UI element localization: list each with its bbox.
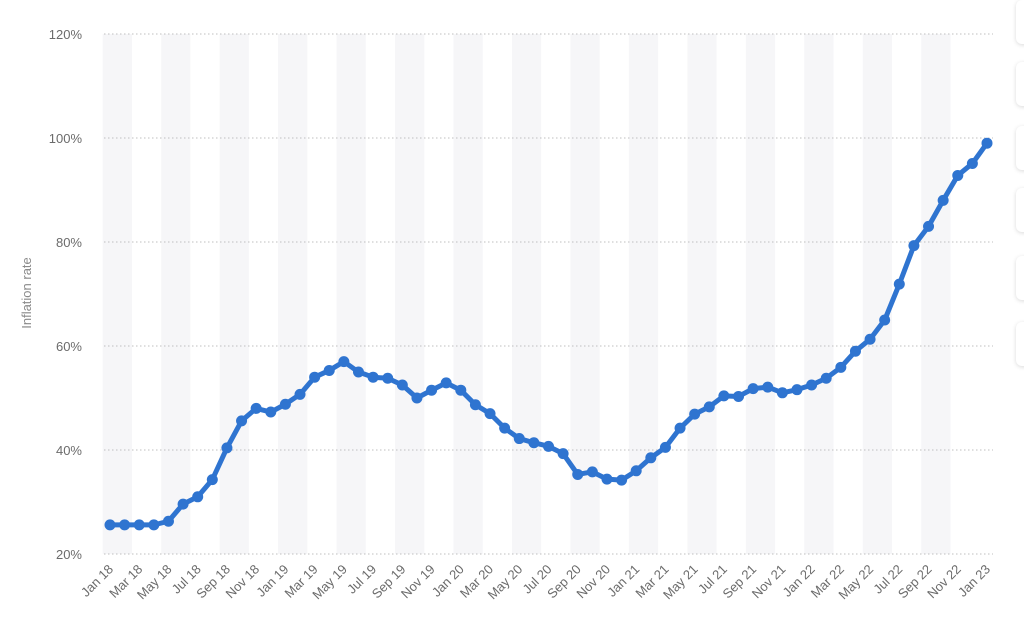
- data-point[interactable]: [689, 408, 701, 420]
- side-toolbar-tab[interactable]: [1016, 62, 1024, 106]
- data-point[interactable]: [630, 465, 642, 477]
- data-points: [104, 137, 993, 531]
- background-band: [278, 34, 308, 554]
- background-band: [687, 34, 717, 554]
- side-toolbar-tab[interactable]: [1016, 322, 1024, 366]
- x-tick-label: Nov 19: [398, 562, 438, 602]
- data-point[interactable]: [426, 384, 438, 396]
- data-point[interactable]: [879, 314, 891, 326]
- data-point[interactable]: [352, 366, 364, 378]
- background-band: [862, 34, 892, 554]
- data-point[interactable]: [133, 519, 145, 531]
- data-point[interactable]: [601, 473, 613, 485]
- data-point[interactable]: [162, 515, 174, 527]
- data-point[interactable]: [265, 406, 277, 418]
- data-point[interactable]: [513, 433, 525, 445]
- data-point[interactable]: [776, 387, 788, 399]
- x-tick-label: Nov 22: [924, 562, 964, 602]
- data-point[interactable]: [659, 441, 671, 453]
- x-tick-label: Jan 23: [955, 562, 993, 600]
- data-point[interactable]: [221, 442, 233, 454]
- background-band: [511, 34, 542, 554]
- y-tick-label: 120%: [49, 27, 83, 42]
- data-point[interactable]: [791, 384, 803, 396]
- data-point[interactable]: [718, 390, 730, 402]
- background-band: [921, 34, 951, 554]
- data-point[interactable]: [747, 383, 759, 395]
- background-band: [628, 34, 659, 554]
- background-band: [161, 34, 191, 554]
- y-tick-label: 80%: [56, 235, 82, 250]
- data-point[interactable]: [104, 519, 116, 531]
- data-point[interactable]: [849, 345, 861, 357]
- data-point[interactable]: [952, 169, 964, 181]
- background-band: [336, 34, 366, 554]
- data-point[interactable]: [733, 390, 745, 402]
- data-point[interactable]: [762, 381, 774, 393]
- data-point[interactable]: [806, 379, 818, 391]
- data-point[interactable]: [206, 474, 218, 486]
- data-point[interactable]: [236, 415, 248, 427]
- data-point[interactable]: [250, 402, 262, 414]
- data-point[interactable]: [411, 392, 423, 404]
- data-point[interactable]: [937, 194, 949, 206]
- data-point[interactable]: [455, 384, 467, 396]
- data-point[interactable]: [893, 278, 905, 290]
- data-point[interactable]: [908, 240, 920, 252]
- background-band: [102, 34, 132, 554]
- data-point[interactable]: [323, 364, 335, 376]
- data-point[interactable]: [119, 519, 131, 531]
- side-toolbar-tab[interactable]: [1016, 126, 1024, 170]
- data-point[interactable]: [864, 333, 876, 345]
- data-point[interactable]: [923, 220, 935, 232]
- data-point[interactable]: [557, 448, 569, 460]
- data-point[interactable]: [484, 408, 496, 420]
- data-point[interactable]: [396, 379, 408, 391]
- data-point[interactable]: [279, 398, 291, 410]
- background-band: [395, 34, 425, 554]
- y-tick-label: 100%: [49, 131, 83, 146]
- y-tick-label: 60%: [56, 339, 82, 354]
- data-point[interactable]: [294, 388, 306, 400]
- y-axis-label: Inflation rate: [19, 257, 34, 329]
- data-point[interactable]: [835, 361, 847, 373]
- data-point[interactable]: [367, 371, 379, 383]
- side-toolbar-tab[interactable]: [1016, 188, 1024, 232]
- background-band: [453, 34, 483, 554]
- x-tick-label: Nov 20: [573, 562, 613, 602]
- data-point[interactable]: [338, 356, 350, 368]
- data-point[interactable]: [148, 519, 160, 531]
- alternating-month-bands: [102, 34, 951, 554]
- side-toolbar-tab[interactable]: [1016, 0, 1024, 44]
- y-tick-label: 40%: [56, 443, 82, 458]
- data-point[interactable]: [309, 371, 321, 383]
- background-band: [219, 34, 249, 554]
- x-tick-label: Nov 21: [749, 562, 789, 602]
- side-toolbar-tab[interactable]: [1016, 256, 1024, 300]
- data-point[interactable]: [192, 491, 204, 503]
- y-tick-label: 20%: [56, 547, 82, 562]
- data-point[interactable]: [543, 440, 554, 452]
- data-point[interactable]: [966, 157, 978, 169]
- data-point[interactable]: [820, 372, 832, 384]
- data-point[interactable]: [528, 437, 540, 449]
- data-point[interactable]: [499, 422, 511, 434]
- data-point[interactable]: [645, 452, 657, 464]
- background-band: [745, 34, 776, 554]
- data-point[interactable]: [981, 137, 993, 149]
- data-point[interactable]: [616, 474, 628, 486]
- data-point[interactable]: [382, 372, 394, 384]
- data-point[interactable]: [586, 466, 598, 478]
- data-point[interactable]: [440, 377, 452, 389]
- background-band: [804, 34, 834, 554]
- y-axis-ticks: 20% 40% 60% 80% 100% 120%: [49, 27, 83, 562]
- data-point[interactable]: [469, 399, 481, 411]
- data-point[interactable]: [572, 468, 584, 480]
- data-point[interactable]: [703, 401, 715, 413]
- x-tick-label: Nov 18: [223, 562, 263, 602]
- data-point[interactable]: [177, 498, 189, 510]
- data-point[interactable]: [674, 422, 686, 434]
